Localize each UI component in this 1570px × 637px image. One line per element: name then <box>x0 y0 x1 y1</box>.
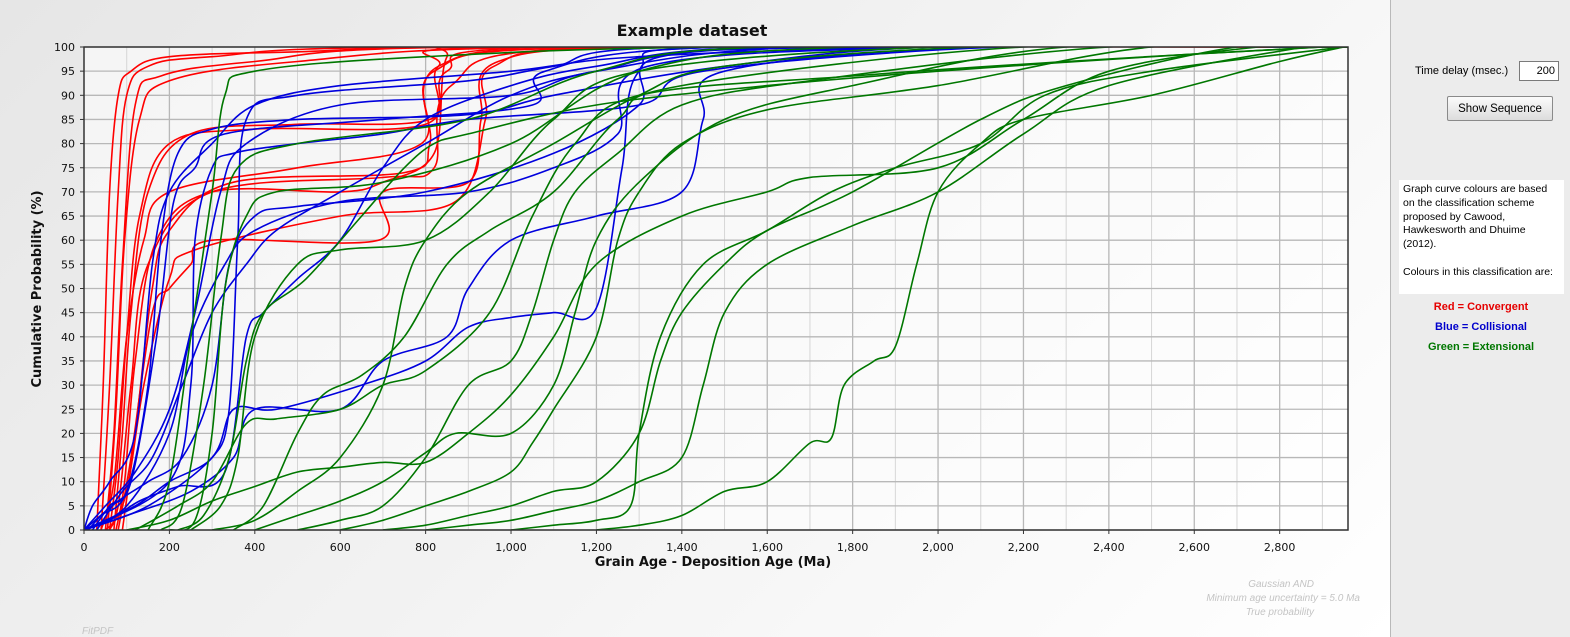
x-tick-label: 2,000 <box>922 541 954 554</box>
legend-extensional: Green = Extensional <box>1427 341 1535 353</box>
time-delay-input[interactable] <box>1519 61 1559 81</box>
y-tick-label: 20 <box>61 427 75 440</box>
cumulative-curve <box>84 47 1348 530</box>
y-tick-label: 90 <box>61 89 75 102</box>
y-tick-label: 0 <box>68 524 75 537</box>
app-name-watermark: FitPDF <box>82 626 114 637</box>
grid <box>84 46 1348 531</box>
y-tick-label: 95 <box>61 65 75 78</box>
y-tick-label: 15 <box>61 452 75 465</box>
cumulative-curve <box>147 47 1348 530</box>
y-tick-label: 40 <box>61 331 75 344</box>
x-tick-label: 2,400 <box>1093 541 1125 554</box>
y-axis-label: Cumulative Probability (%) <box>30 190 45 387</box>
cumulative-curve <box>596 47 1348 530</box>
cumulative-curve <box>254 47 1348 530</box>
y-tick-label: 85 <box>61 113 75 126</box>
time-delay-label: Time delay (msec.) <box>1415 65 1509 77</box>
classification-info: Graph curve colours are based on the cla… <box>1399 180 1564 294</box>
side-panel: Time delay (msec.) Show Sequence Graph c… <box>1390 0 1570 637</box>
cumulative-curve <box>96 47 1348 530</box>
plot-area: 0 200 400 600 800 1,000 1,200 1,400 1,600 1,800 2,… <box>0 0 1390 637</box>
cumulative-curve <box>169 47 1348 530</box>
cumulative-curve <box>126 47 1348 530</box>
y-tick-label: 80 <box>61 138 75 151</box>
cumulative-curve <box>100 47 1348 530</box>
show-sequence-button[interactable]: Show Sequence <box>1447 96 1553 121</box>
x-tick-label: 2,800 <box>1264 541 1296 554</box>
x-tick-label: 2,200 <box>1008 541 1040 554</box>
x-axis-label: Grain Age - Deposition Age (Ma) <box>595 555 831 570</box>
cumulative-curve <box>106 47 1348 530</box>
cumulative-curve <box>84 47 1348 530</box>
y-tick-label: 65 <box>61 210 75 223</box>
y-tick-label: 75 <box>61 162 75 175</box>
cumulative-curve <box>382 47 1348 530</box>
legend-convergent: Red = Convergent <box>1433 301 1529 313</box>
cumulative-probability-chart: 0 200 400 600 800 1,000 1,200 1,400 1,600 1,800 2,… <box>30 21 1360 637</box>
x-tick-label: 800 <box>415 541 436 554</box>
classification-intro: Colours in this classification are: <box>1403 265 1553 278</box>
cumulative-curve <box>160 47 1348 530</box>
x-tick-label: 600 <box>330 541 351 554</box>
cumulative-curve <box>108 47 1348 530</box>
y-tick-label: 60 <box>61 234 75 247</box>
cumulative-curve <box>425 47 1348 530</box>
footnote-method: Gaussian AND <box>1248 579 1314 590</box>
cumulative-curve <box>510 47 1348 530</box>
x-tick-label: 1,600 <box>751 541 783 554</box>
legend-collisional: Blue = Collisional <box>1435 321 1527 333</box>
y-tick-label: 100 <box>54 41 75 54</box>
x-tick-label: 200 <box>159 541 180 554</box>
cumulative-curve <box>96 47 1348 530</box>
y-tick-label: 70 <box>61 186 75 199</box>
cumulative-curve <box>297 47 1348 530</box>
y-tick-label: 30 <box>61 379 75 392</box>
classification-description: Graph curve colours are based on the cla… <box>1403 183 1548 251</box>
cumulative-curve <box>91 47 1348 530</box>
y-tick-label: 55 <box>61 258 75 271</box>
cumulative-curve <box>113 47 1348 530</box>
cumulative-curve <box>100 47 1348 530</box>
cumulative-curve <box>104 47 1348 530</box>
y-tick-label: 25 <box>61 403 75 416</box>
y-tick-label: 5 <box>68 500 75 513</box>
x-tick-label: 1,400 <box>666 541 698 554</box>
chart-title: Example dataset <box>617 21 768 40</box>
x-tick-label: 1,800 <box>837 541 869 554</box>
footnote-probability-mode: True probability <box>1246 607 1315 618</box>
cumulative-curve <box>134 47 1348 530</box>
y-tick-label: 10 <box>61 476 75 489</box>
cumulative-curve <box>84 47 1348 530</box>
cumulative-curve <box>340 47 1348 530</box>
x-tick-label: 2,600 <box>1179 541 1211 554</box>
cumulative-curve <box>211 47 1348 530</box>
cumulative-curve <box>121 47 1348 530</box>
y-tick-label: 45 <box>61 307 75 320</box>
y-tick-label: 35 <box>61 355 75 368</box>
cumulative-curve <box>232 47 1348 530</box>
x-tick-label: 400 <box>244 541 265 554</box>
x-tick-label: 1,200 <box>581 541 613 554</box>
ticks: 0 200 400 600 800 1,000 1,200 1,400 1,600 1,800 2,… <box>54 41 1295 554</box>
cumulative-curve <box>104 47 1348 530</box>
cumulative-curve <box>84 47 1348 530</box>
x-tick-label: 0 <box>81 541 88 554</box>
y-tick-label: 50 <box>61 283 75 296</box>
x-tick-label: 1,000 <box>495 541 527 554</box>
footnote-min-uncertainty: Minimum age uncertainty = 5.0 Ma <box>1206 593 1360 604</box>
